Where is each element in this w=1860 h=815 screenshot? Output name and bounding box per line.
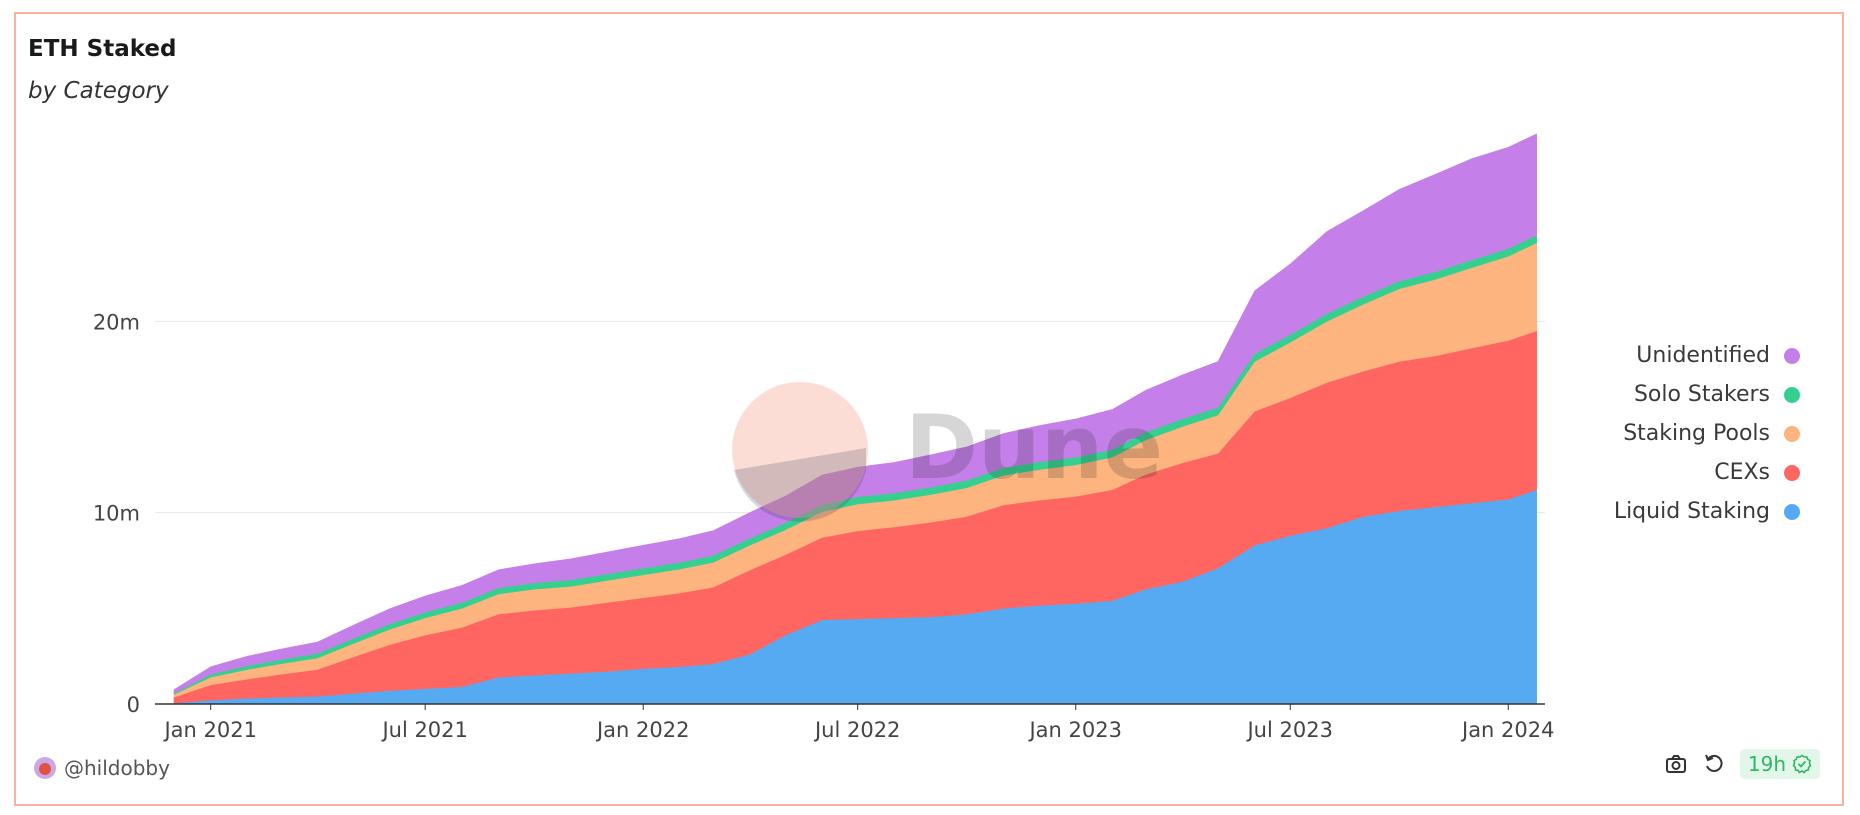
- watermark-logo: [732, 382, 868, 518]
- legend-swatch: [1784, 464, 1800, 481]
- dune-watermark: Dune: [732, 382, 1163, 522]
- legend-label: Liquid Staking: [1613, 499, 1770, 524]
- x-tick-label: Jan 2024: [1460, 718, 1555, 742]
- legend-swatch: [1784, 386, 1800, 403]
- refresh-age: 19h: [1747, 752, 1786, 776]
- legend-label: Unidentified: [1636, 343, 1770, 368]
- camera-icon[interactable]: [1660, 748, 1692, 780]
- area-unidentified[interactable]: [173, 133, 1537, 694]
- chart-title: ETH Staked: [28, 36, 177, 62]
- watermark-text: Dune: [905, 396, 1163, 499]
- y-tick-label: 20m: [93, 310, 140, 334]
- chart-subtitle: by Category: [28, 78, 169, 104]
- legend-item[interactable]: CEXs: [1480, 453, 1800, 492]
- legend: Unidentified Solo Stakers Staking Pools CEX…: [1480, 336, 1800, 531]
- footer-tools: 19h: [1654, 748, 1820, 780]
- x-tick-label: Jan 2021: [162, 718, 257, 742]
- watermark-logo-band: [734, 448, 866, 522]
- legend-swatch: [1784, 347, 1800, 364]
- author[interactable]: @hildobby: [34, 756, 170, 780]
- x-tick-label: Jan 2022: [595, 718, 690, 742]
- y-tick-label: 0: [127, 693, 140, 717]
- axes: 0 10m 20m Jan 2021 Jul 2021 Jan 2022 Jul 2022 J…: [93, 310, 1555, 742]
- x-tick-label: Jan 2023: [1027, 718, 1122, 742]
- legend-item[interactable]: Staking Pools: [1480, 414, 1800, 453]
- y-tick-label: 10m: [93, 502, 140, 526]
- legend-swatch: [1784, 425, 1800, 442]
- legend-label: CEXs: [1714, 460, 1770, 485]
- x-tick-label: Jul 2022: [813, 718, 900, 742]
- refresh-status-badge[interactable]: 19h: [1739, 749, 1820, 779]
- legend-label: Staking Pools: [1623, 421, 1770, 446]
- refresh-icon[interactable]: [1698, 748, 1730, 780]
- x-tick-label: Jul 2021: [380, 718, 467, 742]
- legend-swatch: [1784, 503, 1800, 520]
- legend-item[interactable]: Liquid Staking: [1480, 492, 1800, 531]
- legend-label: Solo Stakers: [1633, 382, 1770, 407]
- avatar-icon: [34, 757, 56, 779]
- x-tick-label: Jul 2023: [1245, 718, 1332, 742]
- legend-item[interactable]: Unidentified: [1480, 336, 1800, 375]
- author-handle[interactable]: @hildobby: [64, 756, 170, 780]
- legend-item[interactable]: Solo Stakers: [1480, 375, 1800, 414]
- check-circle-icon: [1792, 754, 1812, 774]
